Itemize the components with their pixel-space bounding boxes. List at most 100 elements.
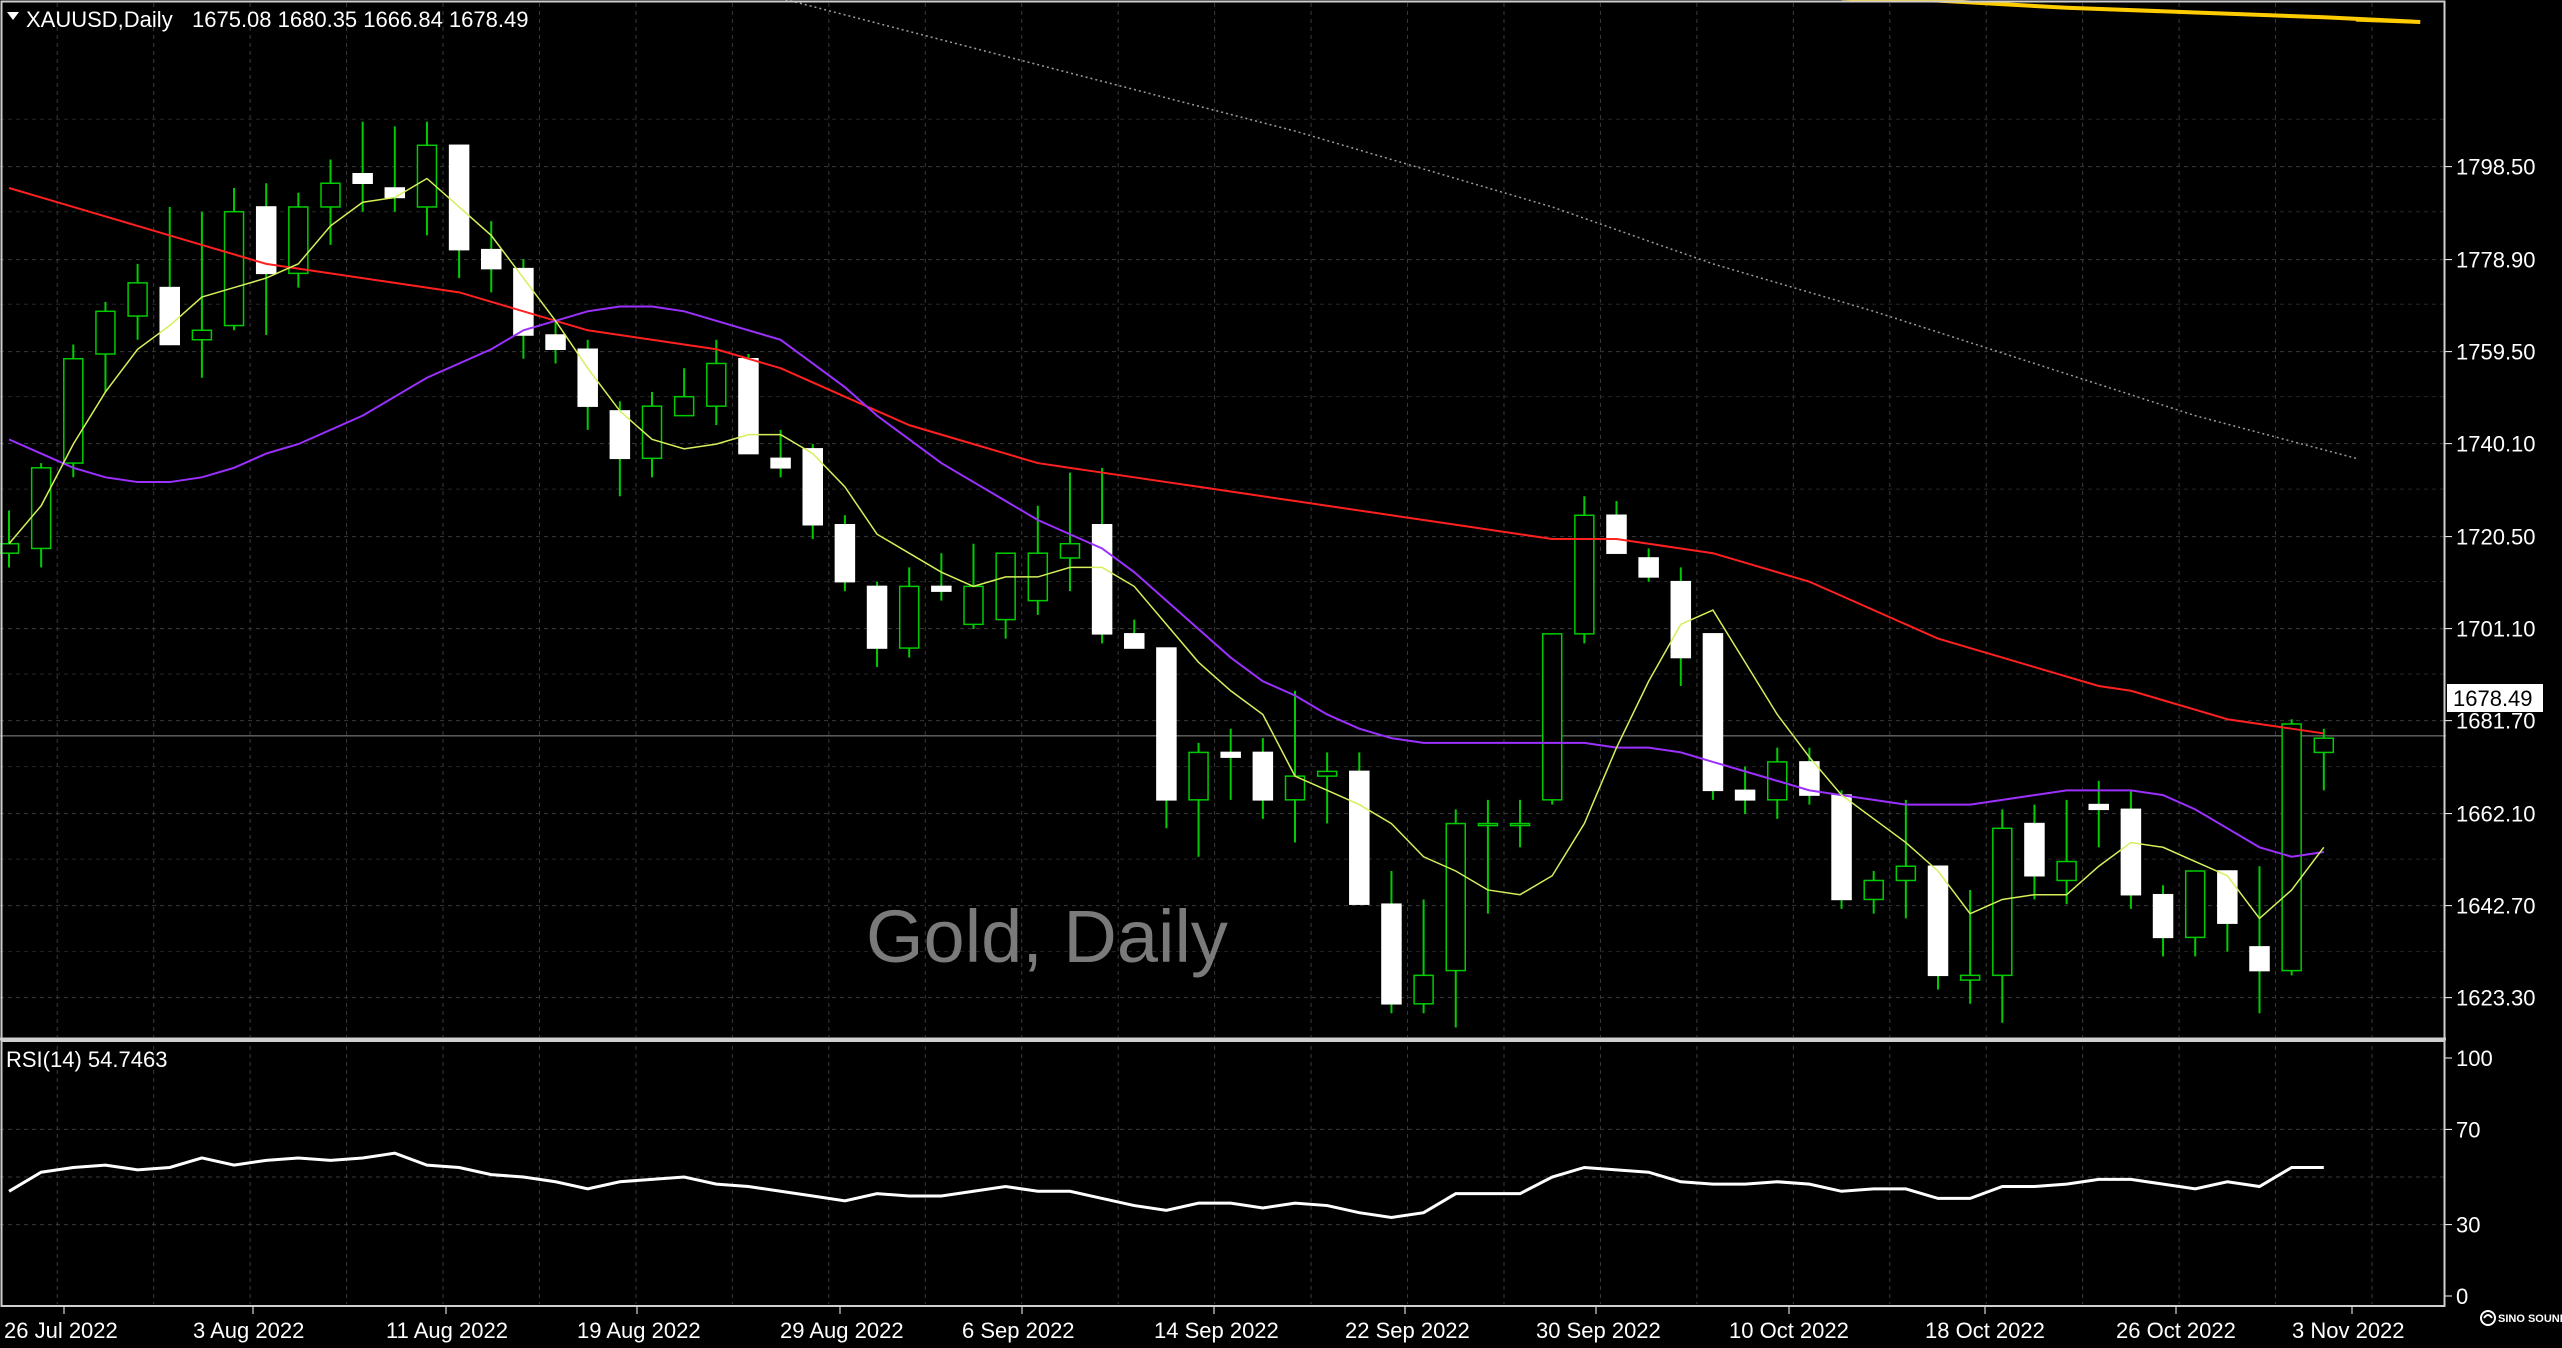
date-tick-label: 29 Aug 2022 xyxy=(780,1318,904,1343)
candle-body xyxy=(577,348,598,407)
candle-body xyxy=(1670,580,1692,659)
candle-body xyxy=(352,173,373,184)
candle-body xyxy=(2056,860,2077,882)
candle-body xyxy=(1188,751,1209,801)
candle-body xyxy=(1220,751,1241,758)
candle-body xyxy=(2281,723,2302,972)
candle-body xyxy=(2217,870,2238,924)
ma-fast-line xyxy=(8,177,2325,920)
rsi-tick-label: 70 xyxy=(2456,1117,2480,1142)
candle-body xyxy=(1992,827,2013,977)
candle-body xyxy=(30,467,52,550)
price-tick-label: 1642.70 xyxy=(2456,894,2536,919)
candle-body xyxy=(2249,946,2270,972)
candle-body xyxy=(641,405,663,460)
price-tick-label: 1701.10 xyxy=(2456,617,2536,642)
price-tick-label: 1798.50 xyxy=(2456,155,2536,180)
current-price-label: 1678.49 xyxy=(2453,686,2533,711)
candle-body xyxy=(1413,974,1434,1005)
rsi-tick-label: 0 xyxy=(2456,1284,2468,1309)
candle-body xyxy=(963,585,984,626)
candle-body xyxy=(95,310,116,355)
candle-body xyxy=(1252,751,1274,801)
date-tick-label: 3 Aug 2022 xyxy=(193,1318,304,1343)
symbol-label: XAUUSD,Daily xyxy=(26,7,173,32)
candle-body xyxy=(1509,822,1531,827)
rsi-tick-label: 30 xyxy=(2456,1213,2480,1238)
candle-body xyxy=(0,542,20,554)
candle-body xyxy=(416,144,438,208)
price-tick-label: 1778.90 xyxy=(2456,248,2536,273)
candle-body xyxy=(1477,822,1499,827)
candle-body xyxy=(931,585,952,592)
candle-body xyxy=(63,357,84,464)
symbol-dropdown-icon[interactable] xyxy=(7,12,19,20)
candle-body xyxy=(448,144,470,251)
candle-body xyxy=(1799,761,1820,796)
date-tick-label: 26 Jul 2022 xyxy=(4,1318,118,1343)
date-tick-label: 19 Aug 2022 xyxy=(577,1318,701,1343)
candle-body xyxy=(866,585,888,649)
current-price-tag xyxy=(2447,684,2543,712)
candle-body xyxy=(1316,770,1338,777)
rsi-line xyxy=(8,1151,2324,1219)
date-tick-label: 22 Sep 2022 xyxy=(1345,1318,1470,1343)
candle-body xyxy=(2184,870,2206,939)
candle-body xyxy=(223,210,245,327)
date-tick-label: 14 Sep 2022 xyxy=(1154,1318,1279,1343)
price-tick-label: 1740.10 xyxy=(2456,432,2536,457)
candle-body xyxy=(127,282,148,317)
candle-body xyxy=(1541,633,1563,801)
candle-body xyxy=(1606,514,1627,554)
ma-slow-line xyxy=(8,187,2324,735)
candle-body xyxy=(545,334,566,350)
chart-watermark: Gold, Daily xyxy=(866,895,1228,978)
candle-body xyxy=(2024,822,2045,877)
candle-body xyxy=(834,523,856,583)
price-tick-label: 1623.30 xyxy=(2456,986,2536,1011)
candle-body xyxy=(1959,974,1981,981)
ma-mid-line xyxy=(8,305,2324,858)
date-tick-label: 26 Oct 2022 xyxy=(2116,1318,2236,1343)
candle-body xyxy=(1091,523,1113,635)
candle-body xyxy=(609,410,631,460)
logo-text: SINO SOUND xyxy=(2498,1313,2562,1325)
candlestick-series xyxy=(0,121,2335,1028)
grid-lines xyxy=(0,3,2446,1304)
candle-body xyxy=(1863,879,1884,901)
candle-body xyxy=(159,286,180,346)
tick-labels: 1798.50 1778.90 1759.50 1740.10 1720.50 1701.… xyxy=(4,155,2536,1343)
candle-body xyxy=(770,457,791,469)
candle-body xyxy=(1156,647,1177,801)
candle-body xyxy=(1059,542,1081,559)
candle-body xyxy=(320,182,341,208)
sino-sound-logo: SINO SOUND xyxy=(2480,1310,2562,1326)
candle-body xyxy=(288,206,309,275)
candle-body xyxy=(2088,803,2109,811)
date-tick-label: 10 Oct 2022 xyxy=(1729,1318,1849,1343)
candle-body xyxy=(2152,893,2174,939)
date-tick-label: 3 Nov 2022 xyxy=(2292,1318,2405,1343)
price-tick-label: 1720.50 xyxy=(2456,525,2536,550)
rsi-header: RSI(14) 54.7463 xyxy=(6,1047,167,1072)
candle-body xyxy=(1574,514,1595,635)
price-tick-label: 1662.10 xyxy=(2456,802,2536,827)
candle-body xyxy=(255,206,277,275)
candle-body xyxy=(995,552,1016,621)
candle-body xyxy=(1381,903,1402,1005)
price-tick-label: 1681.70 xyxy=(2456,709,2536,734)
candle-body xyxy=(2120,808,2142,896)
rsi-series xyxy=(8,1151,2324,1219)
candle-body xyxy=(802,448,823,526)
candle-body xyxy=(2313,737,2335,754)
rsi-tick-label: 100 xyxy=(2456,1046,2493,1071)
candle-body xyxy=(1638,557,1659,578)
date-tick-label: 30 Sep 2022 xyxy=(1536,1318,1661,1343)
candle-body xyxy=(1831,794,1852,901)
ohlc-values: 1675.08 1680.35 1666.84 1678.49 xyxy=(192,7,528,32)
price-tick-label: 1759.50 xyxy=(2456,340,2536,365)
candle-body xyxy=(738,357,759,455)
candle-body xyxy=(673,395,695,417)
candle-body xyxy=(1445,822,1466,972)
